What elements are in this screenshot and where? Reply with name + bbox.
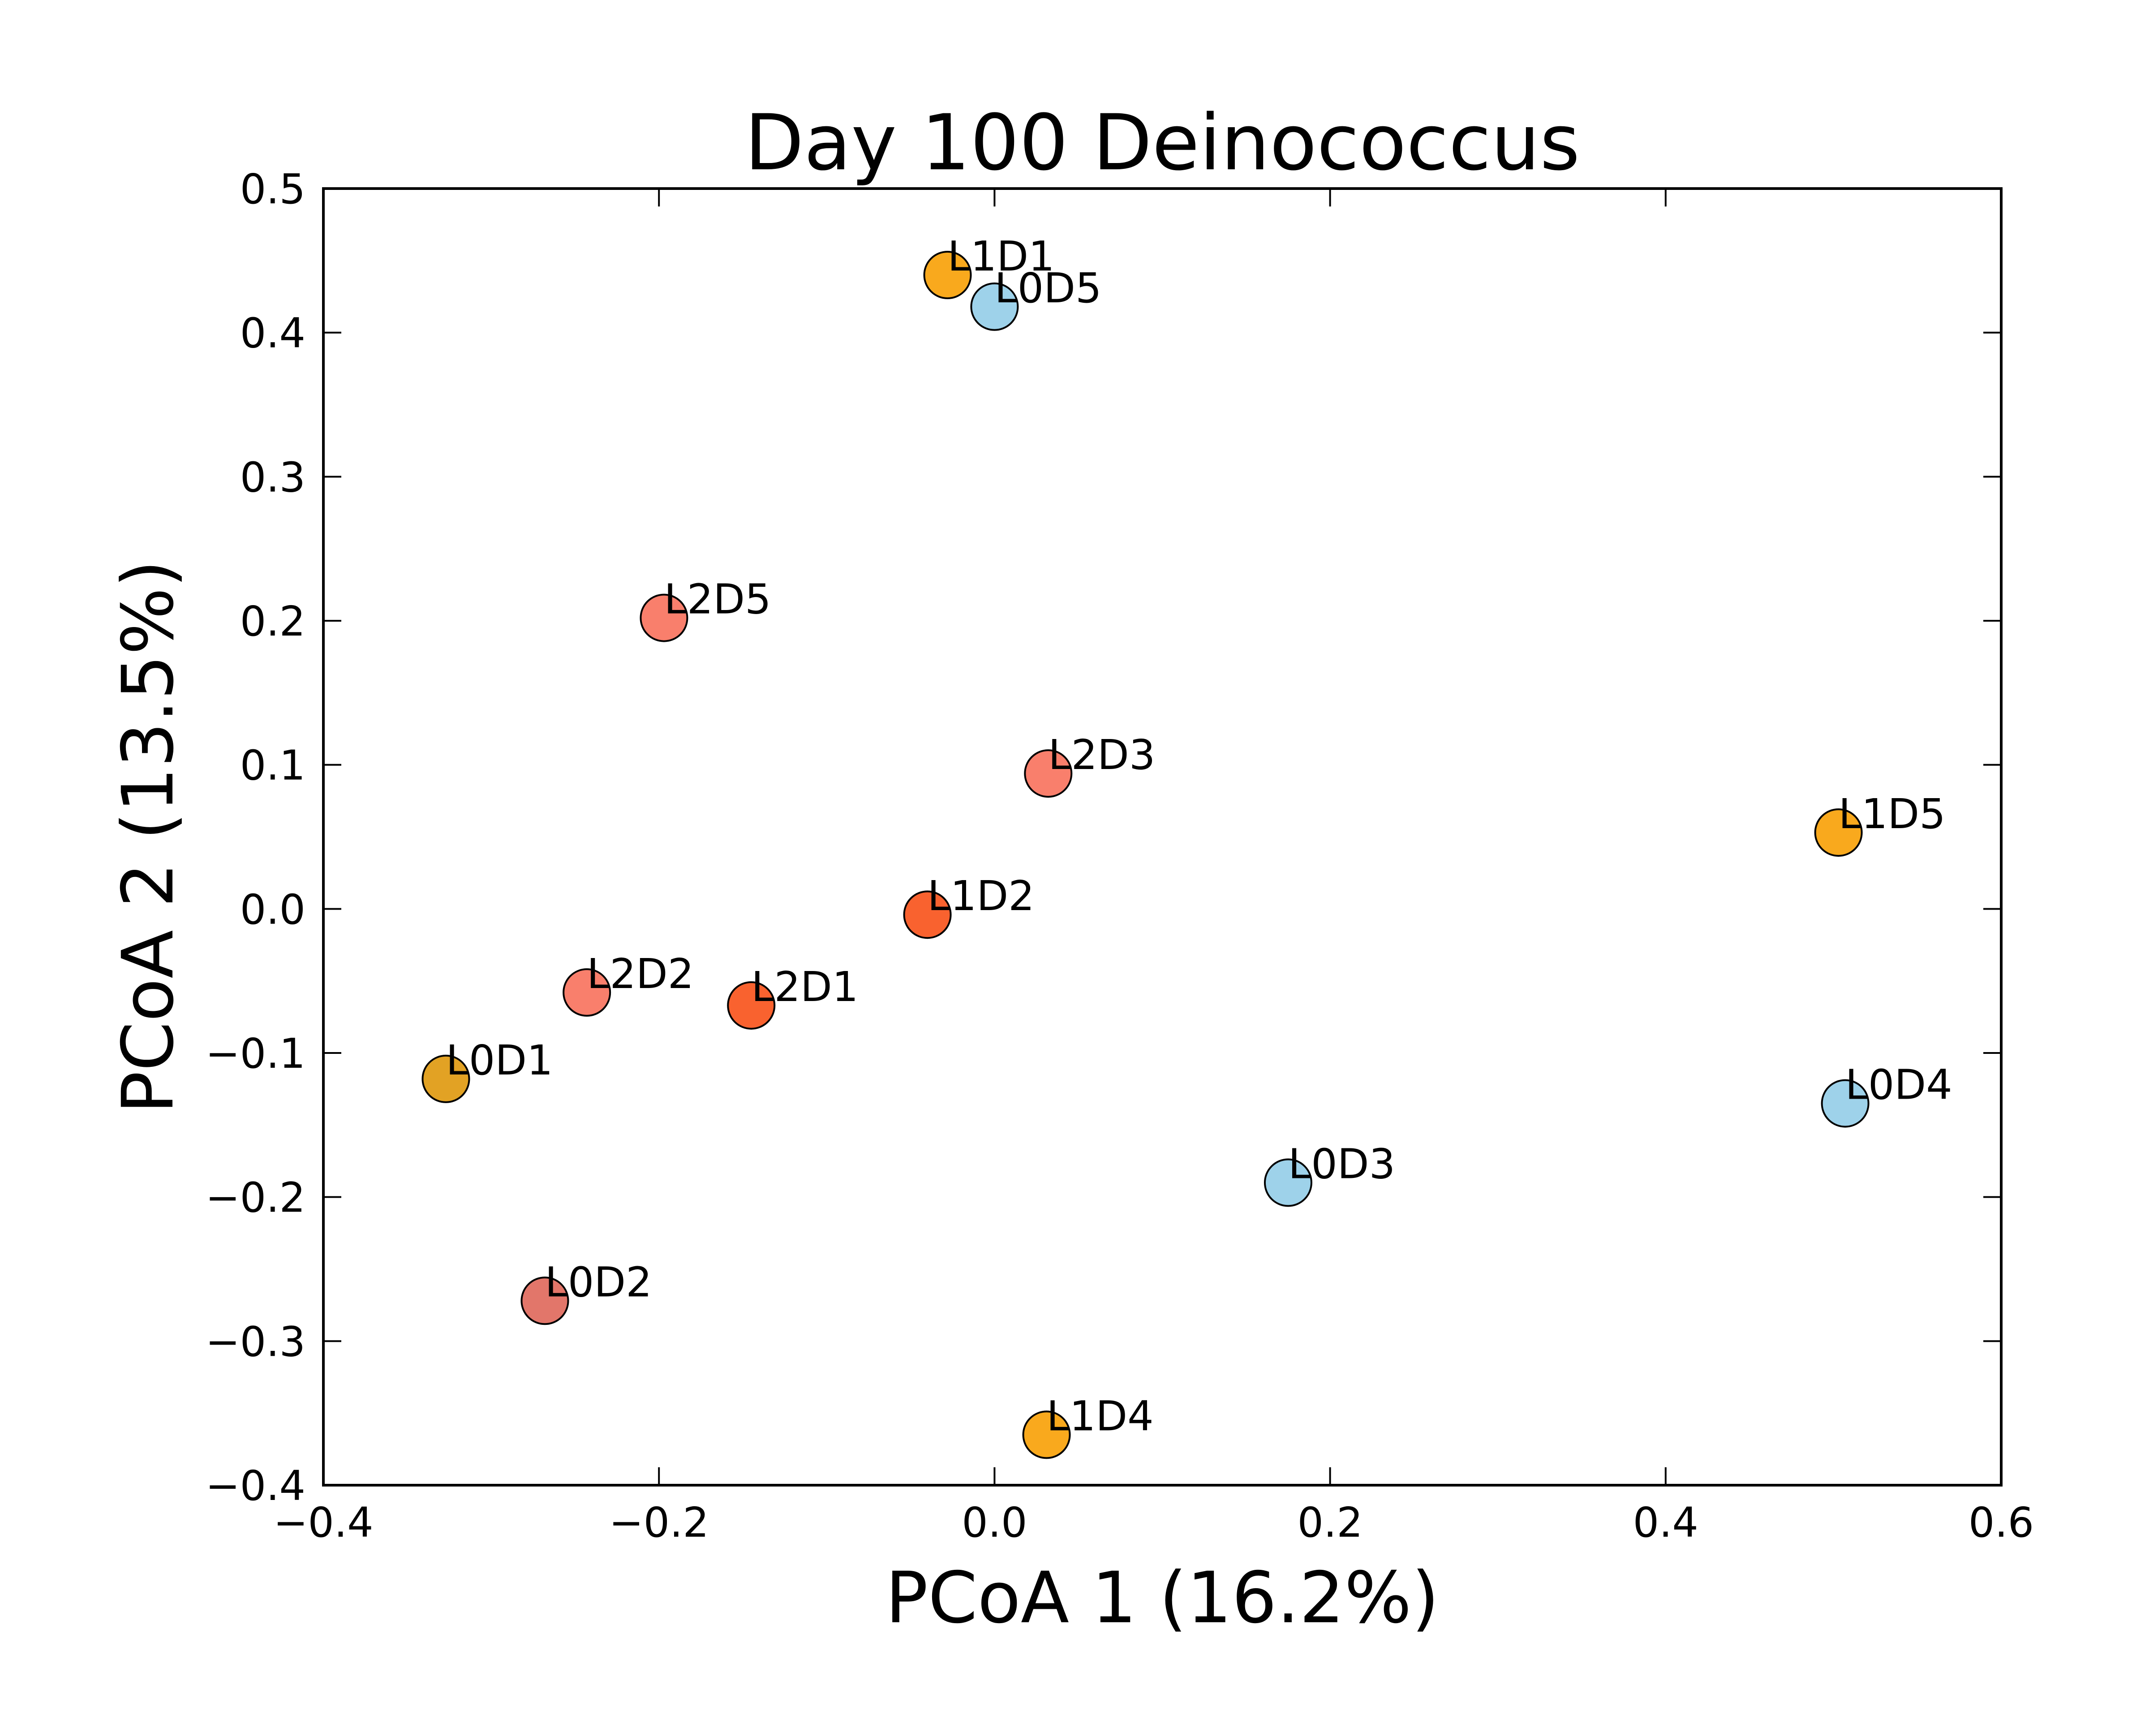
data-point: L0D1 [421, 1036, 553, 1103]
x-tick-label: 0.2 [1297, 1499, 1363, 1547]
point-marker [520, 1276, 569, 1325]
point-label: L0D2 [545, 1258, 652, 1306]
point-label: L2D1 [751, 963, 858, 1011]
point-marker [1264, 1158, 1312, 1207]
point-label: L2D5 [664, 576, 771, 623]
point-marker [1024, 749, 1073, 798]
x-tick-label: 0.4 [1633, 1499, 1698, 1547]
x-axis-label: PCoA 1 (16.2%) [885, 1557, 1440, 1639]
data-point: L0D5 [970, 264, 1102, 331]
point-label: L0D5 [994, 264, 1101, 312]
point-label: L0D4 [1845, 1061, 1952, 1109]
y-tick-label: 0.3 [240, 453, 305, 501]
data-point: L0D4 [1821, 1061, 1952, 1128]
data-point: L2D3 [1024, 731, 1155, 798]
data-point: L1D5 [1814, 790, 1946, 857]
x-tick-label: −0.4 [273, 1499, 373, 1547]
plot-frame [322, 187, 2003, 1487]
point-marker [727, 981, 776, 1030]
data-point: L2D5 [640, 576, 771, 642]
data-point: L0D2 [520, 1258, 652, 1325]
y-tick-label: −0.3 [206, 1318, 305, 1366]
y-tick-label: 0.4 [240, 309, 305, 357]
data-point: L1D2 [903, 872, 1035, 939]
y-tick-label: 0.0 [240, 885, 305, 933]
x-tick-label: 0.6 [1969, 1499, 2034, 1547]
point-label: L1D5 [1839, 790, 1946, 838]
x-tick-label: −0.2 [609, 1499, 709, 1547]
point-marker [1022, 1410, 1071, 1459]
point-marker [421, 1054, 470, 1103]
point-marker [1821, 1079, 1870, 1128]
y-tick-label: 0.5 [240, 165, 305, 213]
point-marker [923, 251, 972, 299]
x-tick-label: 0.0 [962, 1499, 1027, 1547]
point-label: L2D2 [587, 950, 694, 998]
point-label: L0D1 [446, 1036, 553, 1084]
point-label: L1D4 [1047, 1392, 1154, 1440]
y-tick-label: −0.2 [206, 1174, 305, 1222]
data-point: L2D2 [563, 950, 694, 1017]
y-tick-label: 0.1 [240, 742, 305, 790]
y-axis-label: PCoA 2 (13.5%) [107, 560, 189, 1114]
data-point: L2D1 [727, 963, 858, 1030]
axis-ticks: −0.4 −0.2 0.0 0.2 0.4 0.6 −0.4 −0.3 −0.2 −0.1 0.0 0… [206, 165, 2034, 1547]
point-label: L0D3 [1288, 1140, 1395, 1188]
y-tick-label: −0.4 [206, 1462, 305, 1510]
chart-title: Day 100 Deinococcus [744, 98, 1580, 188]
point-label: L2D3 [1048, 731, 1155, 779]
point-label: L1D1 [948, 232, 1055, 280]
point-label: L1D2 [928, 872, 1035, 920]
data-point: L1D4 [1022, 1392, 1154, 1459]
data-point: L1D1 [923, 232, 1055, 299]
point-marker [903, 890, 952, 939]
point-marker [563, 968, 611, 1017]
y-tick-label: 0.2 [240, 597, 305, 645]
point-marker [970, 282, 1019, 331]
point-marker [640, 593, 688, 642]
y-tick-label: −0.1 [206, 1030, 305, 1078]
point-marker [1814, 808, 1863, 857]
data-point: L0D3 [1264, 1140, 1395, 1207]
